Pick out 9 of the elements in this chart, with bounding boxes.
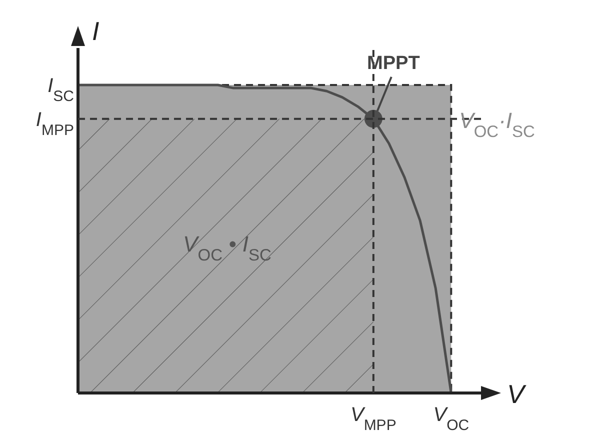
x-axis-title: V xyxy=(507,379,527,409)
text: V$_{OC}$·I$_{SC}$ xyxy=(459,108,536,142)
x-tick-label: V$_{OC}$ xyxy=(433,404,470,434)
ref-line-label: I$_{MPP}$ xyxy=(36,108,74,138)
annotation: V$_{OC}$ • I$_{SC}$ xyxy=(183,231,272,264)
x-tick-label: V$_{MPP}$ xyxy=(350,404,396,434)
text: I$_{SC}$ xyxy=(48,74,74,104)
annotation: MPPT xyxy=(367,52,420,74)
y-axis-title: I xyxy=(92,16,100,46)
